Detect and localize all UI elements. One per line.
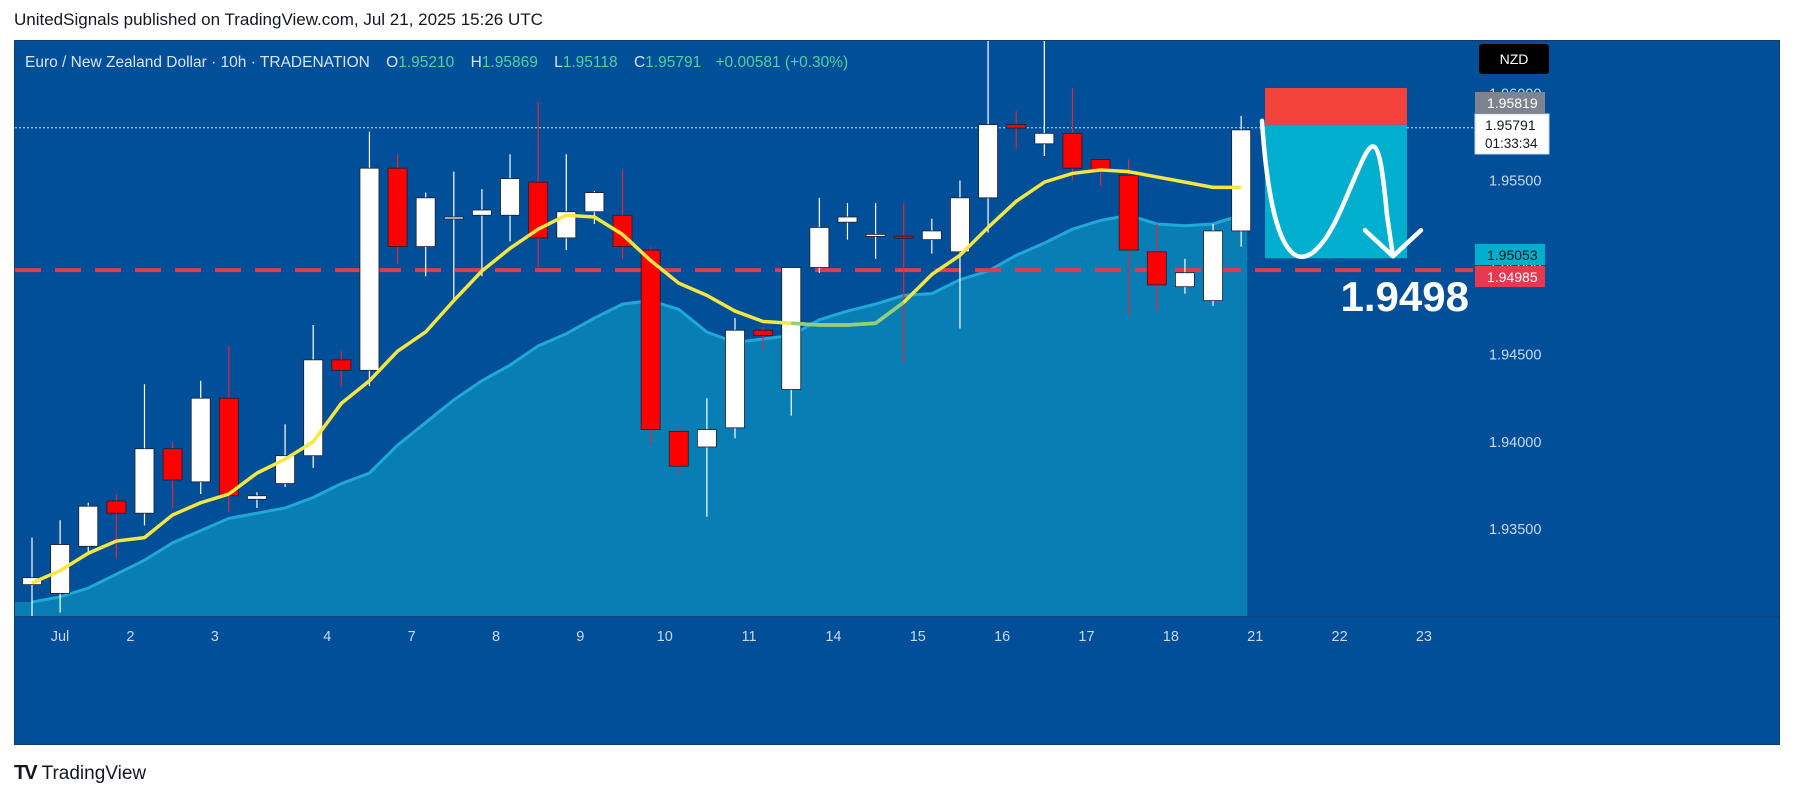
- low-value: 1.95118: [562, 54, 618, 71]
- x-tick-label: 21: [1247, 629, 1263, 645]
- bearish-candle: [331, 359, 352, 371]
- currency-badge: [1479, 44, 1549, 74]
- y-tick-label: 1.93500: [1489, 522, 1541, 538]
- bullish-candle: [472, 209, 492, 216]
- y-tick-label: 1.94500: [1489, 348, 1541, 364]
- bullish-candle: [303, 359, 324, 457]
- countdown-timer: 01:33:34: [1485, 136, 1538, 151]
- bearish-candle: [668, 430, 689, 467]
- bullish-candle: [584, 192, 605, 213]
- bearish-candle: [162, 448, 183, 481]
- low-label: L: [554, 54, 563, 71]
- y-tick-label: 1.95500: [1489, 173, 1541, 189]
- bullish-candle: [1034, 132, 1055, 145]
- bullish-candle: [1175, 272, 1195, 288]
- cloud-edge-line: [31, 213, 1242, 604]
- bullish-candle: [1203, 230, 1223, 302]
- y-tick-label: 1.94000: [1489, 435, 1541, 451]
- x-tick-label: 23: [1416, 629, 1432, 645]
- x-tick-label: 18: [1163, 629, 1179, 645]
- bearish-candle: [106, 500, 127, 514]
- bullish-candle: [921, 230, 942, 241]
- projection-path: [1259, 118, 1396, 259]
- target-price-label: 1.9498: [1341, 273, 1469, 320]
- tradingview-brand: TradingView: [41, 762, 147, 784]
- current-price-value: 1.95791: [1485, 117, 1536, 133]
- bullish-candle: [500, 178, 520, 216]
- x-tick-label: 16: [994, 629, 1010, 645]
- price-label-value: 1.94985: [1487, 269, 1538, 285]
- bullish-candle: [415, 197, 436, 248]
- bullish-candle: [190, 397, 211, 483]
- close-value: 1.95791: [645, 54, 702, 71]
- publisher-header: UnitedSignals published on TradingView.c…: [14, 10, 543, 29]
- bearish-candle: [218, 397, 239, 497]
- change-value: +0.00581 (+0.30%): [715, 54, 849, 71]
- bullish-candle: [809, 227, 830, 268]
- bearish-candle: [1006, 124, 1027, 129]
- price-label-badge: [1475, 244, 1545, 265]
- bullish-candle: [950, 197, 970, 253]
- bullish-candle: [134, 448, 155, 514]
- risk-zone: [1265, 88, 1407, 125]
- price-axis-bg: [1477, 41, 1779, 744]
- bearish-candle: [1118, 174, 1139, 251]
- open-label: O: [386, 54, 399, 71]
- x-tick-label: 15: [910, 629, 926, 645]
- chart-panel[interactable]: 1.94981.960001.955001.950001.945001.9400…: [14, 40, 1780, 745]
- bullish-candle: [1231, 129, 1252, 232]
- bullish-candle: [781, 267, 802, 390]
- bullish-candle: [865, 234, 886, 237]
- tradingview-footer[interactable]: TV TradingView: [14, 762, 146, 785]
- bullish-candle: [725, 329, 745, 429]
- bullish-candle: [443, 216, 464, 220]
- x-tick-label: 17: [1078, 629, 1094, 645]
- bullish-candle: [78, 505, 99, 547]
- open-value: 1.95210: [398, 54, 455, 71]
- bearish-candle: [893, 235, 914, 239]
- bearish-candle: [1146, 251, 1167, 286]
- x-tick-label: 4: [323, 629, 331, 645]
- x-tick-label: 7: [408, 629, 416, 645]
- high-label: H: [470, 54, 482, 71]
- symbol-title: Euro / New Zealand Dollar · 10h · TRADEN…: [25, 54, 370, 71]
- x-tick-label: 10: [657, 629, 673, 645]
- high-value: 1.95869: [481, 54, 538, 71]
- cloud-area: [15, 215, 1248, 616]
- x-tick-label: 8: [492, 629, 500, 645]
- x-tick-label: 14: [825, 629, 841, 645]
- x-tick-label: 9: [576, 629, 584, 645]
- x-tick-label: Jul: [51, 629, 70, 645]
- bearish-candle: [387, 167, 408, 248]
- bearish-candle: [1062, 132, 1083, 169]
- bullish-candle: [978, 124, 998, 199]
- close-label: C: [633, 54, 646, 71]
- moving-average-line: [31, 168, 1242, 585]
- x-tick-label: 22: [1332, 629, 1348, 645]
- bearish-candle: [753, 329, 774, 336]
- bearish-candle: [640, 249, 661, 430]
- x-tick-label: 2: [126, 629, 134, 645]
- x-tick-label: 11: [742, 629, 757, 645]
- bullish-candle: [837, 216, 858, 223]
- bearish-candle: [528, 181, 549, 239]
- price-label-badge: [1475, 92, 1545, 113]
- projection-arrow-icon: [1362, 228, 1424, 259]
- bullish-candle: [359, 167, 380, 371]
- price-label-value: 1.95819: [1487, 95, 1538, 111]
- symbol-legend: Euro / New Zealand Dollar · 10h · TRADEN…: [25, 54, 848, 72]
- current-price-badge: [1474, 113, 1550, 155]
- x-tick-label: 3: [211, 629, 219, 645]
- currency-label: NZD: [1500, 51, 1529, 67]
- price-label-badge: [1475, 266, 1545, 287]
- bullish-candle: [696, 429, 717, 448]
- price-label-value: 1.95053: [1487, 247, 1538, 263]
- moving-average-segment-alt: [791, 300, 905, 327]
- bullish-candle: [247, 495, 267, 500]
- tradingview-logo-icon: TV: [14, 762, 38, 784]
- price-chart[interactable]: 1.94981.960001.955001.950001.945001.9400…: [15, 41, 1780, 745]
